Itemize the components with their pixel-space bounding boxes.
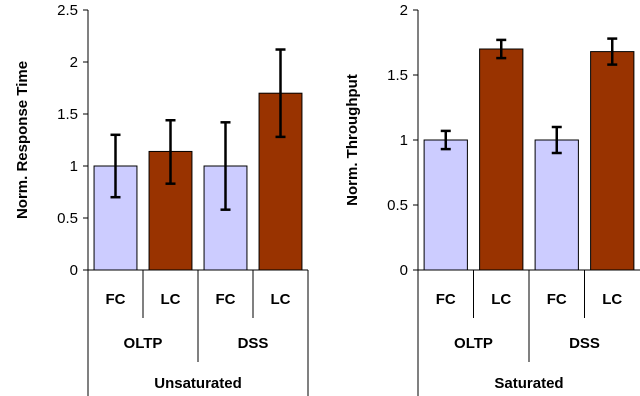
left-y-tick-label: 2.5 xyxy=(57,2,78,19)
left-category-label: LC xyxy=(271,291,291,308)
left-y-tick-label: 1 xyxy=(70,158,78,175)
left-category-label: LC xyxy=(161,291,181,308)
right-y-tick-label: 0.5 xyxy=(387,197,408,214)
left-y-tick-label: 0.5 xyxy=(57,210,78,227)
right-bar xyxy=(479,48,524,271)
right-bar xyxy=(590,51,635,271)
left-y-tick-label: 0 xyxy=(70,262,78,279)
left-group-label: Unsaturated xyxy=(154,375,242,392)
right-category-label: LC xyxy=(602,291,622,308)
left-subgroup-label: DSS xyxy=(238,335,269,352)
left-category-label: FC xyxy=(106,291,126,308)
right-category-label: LC xyxy=(491,291,511,308)
left-y-axis-title: Norm. Response Time xyxy=(14,61,31,219)
left-y-tick-label: 2 xyxy=(70,54,78,71)
right-y-axis-title: Norm. Throughput xyxy=(344,74,361,206)
right-bar xyxy=(534,139,579,271)
right-subgroup-label: OLTP xyxy=(454,335,493,352)
left-category-label: FC xyxy=(216,291,236,308)
right-subgroup-label: DSS xyxy=(569,335,600,352)
right-bar xyxy=(423,139,468,271)
right-y-tick-label: 1 xyxy=(400,132,408,149)
left-y-tick-label: 1.5 xyxy=(57,106,78,123)
right-category-label: FC xyxy=(436,291,456,308)
left-subgroup-label: OLTP xyxy=(124,335,163,352)
right-category-label: FC xyxy=(547,291,567,308)
right-y-tick-label: 2 xyxy=(400,2,408,19)
right-y-tick-label: 0 xyxy=(400,262,408,279)
right-group-label: Saturated xyxy=(494,375,563,392)
right-y-tick-label: 1.5 xyxy=(387,67,408,84)
